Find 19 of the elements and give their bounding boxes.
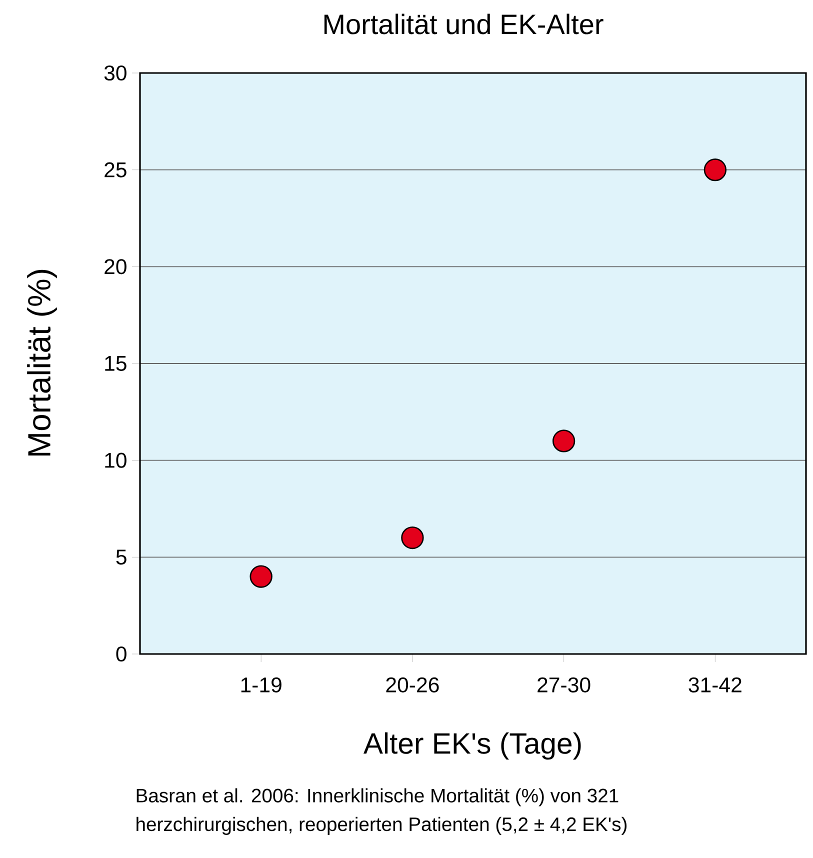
- point: [704, 158, 727, 182]
- y-tick-label: 25: [104, 162, 126, 178]
- point: [250, 565, 272, 588]
- y-axis-title: Mortalität (%): [27, 270, 57, 456]
- x-tick-label: 20-26: [386, 677, 439, 692]
- x-axis-title: Alter EK's (Tage): [363, 732, 581, 760]
- y-tick-label: 30: [104, 65, 126, 81]
- y-tick-label: 0: [116, 646, 126, 662]
- point: [552, 430, 576, 452]
- y-tick-label: 10: [105, 452, 126, 468]
- y-tick-label: 5: [116, 550, 126, 565]
- y-tick-label: 15: [105, 356, 126, 371]
- text: Basran et al. 2006: Innerklinische Mortalität (%) von 321 herzchirurgischen, reoperierten Patienten (5,2 ± 4,2 EK's): [136, 788, 627, 835]
- chart-title: Mortalität und EK-Alter: [324, 14, 604, 34]
- x-tick-label: 27-30: [538, 677, 590, 692]
- point: [401, 526, 424, 550]
- x-tick-label: 31-42: [688, 677, 742, 692]
- y-tick-label: 20: [104, 259, 126, 274]
- x-tick-label: 1-19: [241, 677, 282, 692]
